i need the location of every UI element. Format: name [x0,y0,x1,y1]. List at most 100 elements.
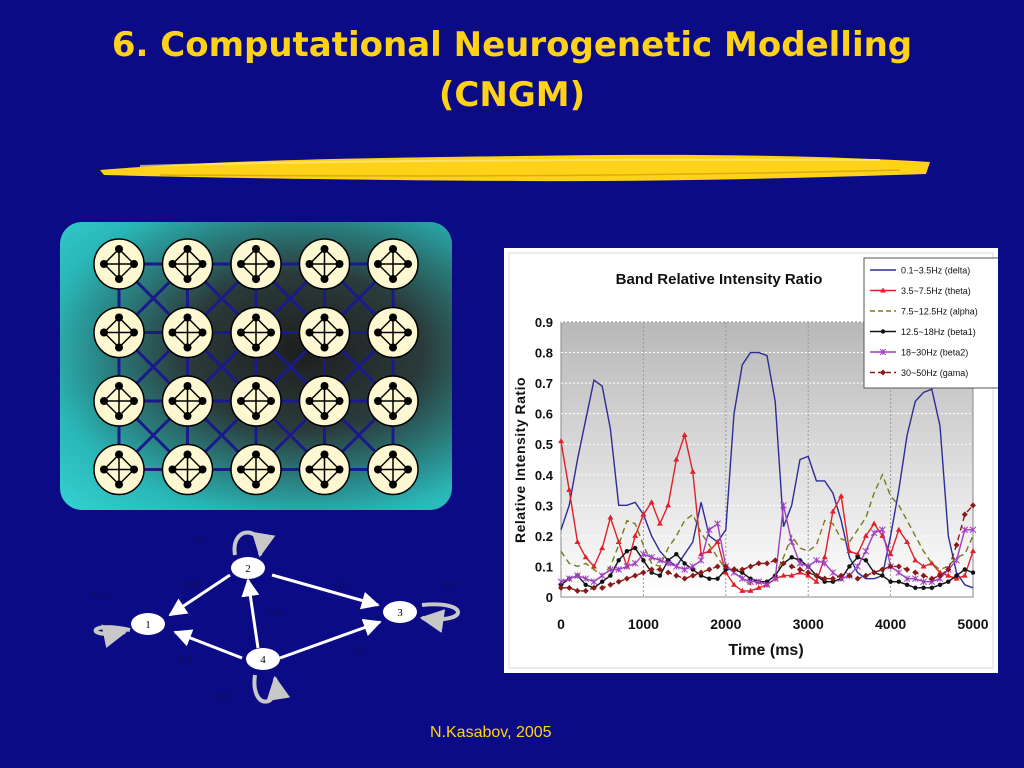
weight-4-1: 0.8 [178,653,192,665]
data-point [954,573,959,578]
chart-svg: 0 0.1 0.2 0.3 0.4 0.5 0.6 0.7 0.8 0.9 0 1000 2000 300… [508,252,1000,669]
data-point [829,575,836,582]
data-point [623,575,630,582]
y-tick-label: 0.1 [535,559,553,574]
y-tick-label: 0.5 [535,437,553,452]
data-point [681,575,688,582]
edge-2-3 [271,573,380,610]
data-point [690,567,696,572]
data-point [755,584,762,590]
data-point [854,551,861,557]
data-point [904,582,910,587]
x-tick-label: 5000 [957,616,988,632]
data-point [903,575,911,583]
data-point [656,520,663,526]
data-point [705,526,713,534]
data-point [665,558,671,563]
self-loop-1 [93,624,131,648]
data-point [582,587,589,594]
data-point [838,572,845,579]
data-point [912,557,919,563]
edge-4-3 [279,619,382,660]
self-loop-3 [419,602,460,633]
legend-item: 18~30Hz (beta2) [870,348,968,358]
legend-label: 12.5~18Hz (beta1) [901,327,976,337]
data-point [582,554,589,560]
edge-4-1 [173,629,243,660]
neuron-node [298,375,351,427]
legend-label: 18~30Hz (beta2) [901,348,968,358]
neuron-node [298,443,351,496]
data-point [846,572,853,579]
data-point [788,572,795,578]
neuron-node [93,375,145,427]
data-point [607,566,614,573]
data-point [821,554,828,560]
data-point [937,582,943,587]
data-point [715,576,720,581]
data-point [648,499,655,505]
data-point [855,555,860,560]
data-point [574,572,581,579]
data-point [598,572,606,579]
neuron-node [367,238,419,290]
data-point [970,502,976,509]
data-point [681,432,688,438]
x-tick-label: 0 [557,616,565,632]
data-point [847,564,852,569]
weight-3-self: -0.2 [442,579,459,591]
data-point [558,582,564,587]
data-point [665,502,672,508]
data-point [880,573,885,578]
title-line-2: (CNGM) [438,75,586,115]
data-point [920,572,927,579]
data-point [879,526,886,534]
data-point [961,526,969,534]
data-point [574,539,581,544]
data-point [632,572,639,579]
data-point [674,552,679,557]
data-point [920,578,927,586]
weight-2-self: -0.7 [192,533,210,545]
data-point [673,456,680,462]
data-point [920,563,927,569]
neuron-node [93,238,145,290]
data-point [854,563,861,570]
data-point [887,563,894,570]
y-tick-label: 0.7 [535,376,553,391]
data-point [747,578,754,586]
data-point [599,584,606,591]
data-point [731,581,738,587]
data-point [788,563,795,570]
y-axis-label: Relative Intensity Ratio [512,377,528,543]
data-point [566,487,573,493]
gene-node-1 [131,613,165,635]
data-point [707,576,712,581]
weight-4-2: -0.5 [266,607,284,619]
yellow-brush-stroke [100,154,930,182]
data-point [738,575,746,583]
data-point [796,566,803,573]
legend-marker [879,348,887,356]
neuron-node [367,306,419,359]
data-point [895,569,903,576]
data-point [846,548,853,554]
legend-marker [880,369,886,376]
data-point [673,563,680,570]
chart-title: Band Relative Intensity Ratio [616,271,823,288]
legend-item: 12.5~18Hz (beta1) [870,327,976,337]
data-point [631,560,639,567]
data-point [607,514,614,520]
data-point [946,579,951,584]
data-point [600,579,605,584]
neuron-node [161,238,214,290]
neuron-node [367,375,419,427]
data-point [582,575,590,583]
neuron-node [161,306,214,359]
data-point [813,578,820,584]
data-point [780,572,787,578]
data-point [640,511,647,517]
data-point [911,575,919,583]
data-point [895,526,902,532]
data-point [969,526,977,534]
